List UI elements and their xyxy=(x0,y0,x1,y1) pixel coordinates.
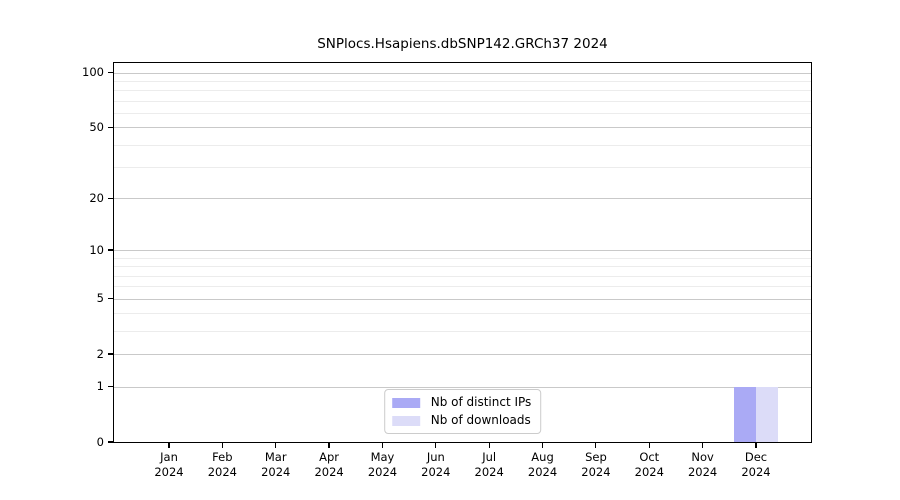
major-gridline xyxy=(114,72,811,74)
y-tick-label: 5 xyxy=(96,291,104,306)
x-tick-mark xyxy=(435,443,437,448)
x-tick-label: Nov 2024 xyxy=(687,450,718,479)
bar-nb-of-downloads xyxy=(756,386,778,442)
x-tick-mark xyxy=(541,443,544,448)
x-tick-label: Jul 2024 xyxy=(474,450,504,479)
chart-title: SNPlocs.Hsapiens.dbSNP142.GRCh37 2024 xyxy=(317,36,608,52)
x-tick-label: Aug 2024 xyxy=(527,450,558,479)
x-tick-mark xyxy=(755,443,757,448)
minor-gridline xyxy=(114,266,811,268)
minor-gridline xyxy=(114,100,811,102)
x-tick-mark xyxy=(381,443,384,448)
minor-gridline xyxy=(114,313,811,315)
minor-gridline xyxy=(114,112,811,114)
x-tick-label: Apr 2024 xyxy=(314,450,344,479)
y-tick-label: 100 xyxy=(82,65,104,79)
minor-gridline xyxy=(114,257,811,259)
legend-item-downloads: Nb of downloads xyxy=(391,413,532,427)
minor-gridline xyxy=(114,167,811,169)
x-tick-mark xyxy=(595,443,597,448)
y-tick-label: 1 xyxy=(96,379,104,393)
minor-gridline xyxy=(114,144,811,146)
y-tick-label: 50 xyxy=(89,119,104,134)
minor-gridline xyxy=(114,331,811,332)
x-tick-mark xyxy=(221,443,223,448)
legend-label-distinct-ips: Nb of distinct IPs xyxy=(430,395,532,409)
major-gridline xyxy=(114,198,811,200)
x-tick-label: Dec 2024 xyxy=(741,450,771,479)
x-tick-mark xyxy=(275,443,277,448)
bar-nb-of-distinct-ips xyxy=(734,386,756,442)
major-gridline xyxy=(114,298,811,300)
plot-area: Nb of distinct IPs Nb of downloads xyxy=(113,62,812,443)
legend-swatch-downloads xyxy=(391,415,420,426)
x-tick-mark xyxy=(702,443,704,448)
legend-swatch-distinct-ips xyxy=(391,397,420,408)
legend: Nb of distinct IPs Nb of downloads xyxy=(383,389,542,434)
x-tick-label: Jun 2024 xyxy=(421,450,451,479)
minor-gridline xyxy=(114,286,811,288)
major-gridline xyxy=(114,354,811,356)
y-tick-label: 2 xyxy=(96,346,104,361)
minor-gridline xyxy=(114,80,811,82)
x-tick-mark xyxy=(488,443,490,448)
x-tick-label: Jan 2024 xyxy=(154,450,184,479)
y-tick-label: 10 xyxy=(89,242,104,257)
x-tick-mark xyxy=(328,443,330,448)
major-gridline xyxy=(114,250,811,252)
major-gridline xyxy=(114,127,811,129)
x-tick-mark xyxy=(168,443,170,448)
legend-item-distinct-ips: Nb of distinct IPs xyxy=(391,395,532,409)
x-tick-mark xyxy=(648,443,650,448)
major-gridline xyxy=(114,386,811,388)
y-tick-label: 20 xyxy=(89,190,104,205)
y-tick-label: 0 xyxy=(96,434,104,449)
x-tick-label: Mar 2024 xyxy=(261,450,291,479)
x-tick-label: May 2024 xyxy=(367,450,398,479)
x-tick-label: Feb 2024 xyxy=(207,450,237,479)
x-tick-label: Oct 2024 xyxy=(634,450,664,479)
x-tick-label: Sep 2024 xyxy=(581,450,611,479)
minor-gridline xyxy=(114,90,811,92)
minor-gridline xyxy=(114,275,811,277)
legend-label-downloads: Nb of downloads xyxy=(430,413,531,427)
